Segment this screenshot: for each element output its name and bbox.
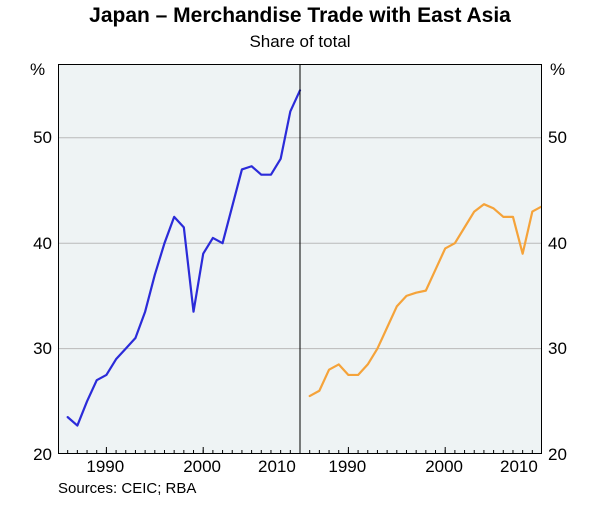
chart-container: Japan – Merchandise Trade with East Asia… bbox=[0, 0, 600, 509]
y-unit-left: % bbox=[30, 60, 45, 80]
chart-title: Japan – Merchandise Trade with East Asia bbox=[0, 4, 600, 28]
x-tick-label: 1990 bbox=[86, 457, 124, 477]
y-tick-label: 40 bbox=[548, 234, 567, 254]
y-tick-label: 30 bbox=[548, 339, 567, 359]
x-tick-label: 2010 bbox=[258, 457, 296, 477]
plot-area bbox=[58, 64, 542, 454]
y-tick-label: 20 bbox=[548, 445, 567, 465]
x-tick-label: 2000 bbox=[425, 457, 463, 477]
y-tick-label: 20 bbox=[33, 445, 52, 465]
y-tick-label: 50 bbox=[548, 128, 567, 148]
y-unit-right: % bbox=[550, 60, 565, 80]
y-tick-label: 30 bbox=[33, 339, 52, 359]
x-tick-label: 2000 bbox=[183, 457, 221, 477]
sources-text: Sources: CEIC; RBA bbox=[58, 480, 196, 497]
y-tick-label: 40 bbox=[33, 234, 52, 254]
chart-subtitle: Share of total bbox=[0, 32, 600, 52]
x-tick-label: 2010 bbox=[500, 457, 538, 477]
x-tick-label: 1990 bbox=[328, 457, 366, 477]
y-tick-label: 50 bbox=[33, 128, 52, 148]
